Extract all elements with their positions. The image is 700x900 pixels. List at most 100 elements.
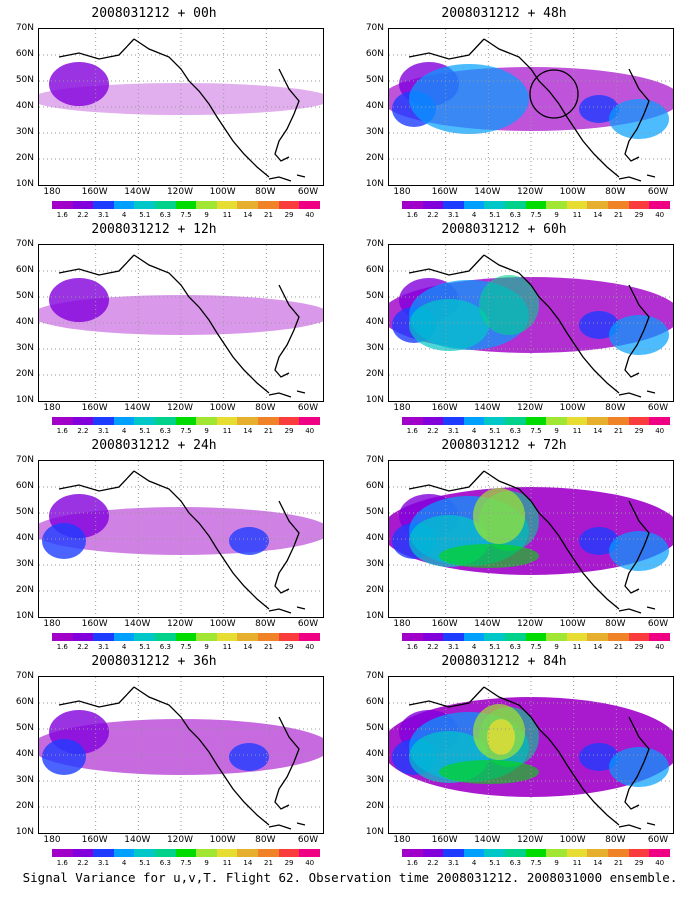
colorbar-swatch [608, 201, 629, 209]
coastline [58, 254, 135, 276]
colorbar-swatch [93, 201, 114, 209]
colorbar-swatch [422, 201, 444, 209]
panel-title: 2008031212 + 48h [441, 6, 567, 21]
latitude-label: 10N [15, 179, 34, 189]
colorbar-swatch [93, 849, 114, 857]
colorbar-swatch [134, 633, 156, 641]
colorbar-swatch [196, 201, 217, 209]
colorbar-label: 29 [634, 211, 644, 219]
colorbar-label: 7.5 [180, 427, 192, 435]
coastline [58, 470, 135, 492]
colorbar-label: 4 [471, 859, 477, 867]
colorbar-label: 2.2 [77, 859, 89, 867]
colorbar-swatch [649, 633, 670, 641]
colorbar-label: 21 [263, 643, 273, 651]
colorbar-swatch [443, 633, 464, 641]
coastline [58, 38, 135, 60]
map-plot-area [38, 28, 324, 186]
coastline [408, 470, 485, 492]
colorbar-swatch [628, 201, 650, 209]
colorbar-label: 3.1 [447, 643, 460, 651]
longitude-label: 60W [647, 835, 669, 845]
colorbar-label: 29 [634, 643, 644, 651]
latitude-label: 30N [365, 775, 384, 785]
map-panel: 2008031212 + 00h 70N 60N 50N 40N 30N 20N 10N 180… [4, 6, 324, 219]
map-panel: 2008031212 + 48h 70N 60N 50N 40N 30N 20N 10N 180… [354, 6, 674, 219]
colorbar-swatch [422, 417, 444, 425]
colorbar-swatch [587, 201, 609, 209]
colorbar-swatch [505, 417, 526, 425]
latitude-label: 70N [15, 23, 34, 33]
colorbar-label: 21 [263, 859, 273, 867]
colorbar-label: 6.3 [159, 211, 171, 219]
colorbar-label: 3.1 [97, 859, 110, 867]
colorbar-label: 2.2 [427, 643, 439, 651]
colorbar-swatch [216, 201, 238, 209]
colorbar-label: 1.6 [406, 427, 418, 435]
colorbar-swatch [649, 417, 670, 425]
colorbar-label: 11 [222, 859, 232, 867]
coastline [133, 470, 270, 610]
longitude-label: 100W [559, 403, 586, 413]
longitude-label: 180 [393, 187, 411, 197]
latitude-label: 50N [365, 507, 384, 517]
colorbar-label: 1.6 [56, 859, 68, 867]
colorbar-label: 4 [471, 427, 477, 435]
colorbar-label: 4 [471, 643, 477, 651]
longitude-label: 140W [474, 403, 501, 413]
longitude-label: 160W [431, 835, 458, 845]
colorbar-label: 4 [121, 859, 127, 867]
colorbar-label: 7.5 [530, 211, 542, 219]
colorbar-label: 1.6 [406, 643, 418, 651]
colorbar-label: 14 [593, 643, 603, 651]
latitude-label: 40N [15, 749, 34, 759]
latitude-label: 70N [15, 239, 34, 249]
colorbar-swatch [463, 201, 485, 209]
colorbar-label: 6.3 [509, 643, 521, 651]
colorbar-swatch [525, 201, 547, 209]
longitude-label: 120W [166, 187, 194, 197]
colorbar-swatch [546, 417, 567, 425]
colorbar-labels: 1.6 2.2 3.1 4 5.1 6.3 7.5 9 11 14 21 29 40 [52, 427, 320, 437]
colorbar-swatch [216, 633, 238, 641]
latitude-label: 60N [15, 49, 34, 59]
variance-field [389, 245, 673, 401]
colorbar-swatch [505, 849, 526, 857]
colorbar-swatch [72, 849, 94, 857]
colorbar-label: 3.1 [447, 859, 460, 867]
coastline [618, 606, 656, 614]
latitude-label: 50N [365, 291, 384, 301]
colorbar-label: 7.5 [180, 859, 192, 867]
colorbar-label: 11 [222, 427, 232, 435]
colorbar-swatch [649, 849, 670, 857]
latitude-label: 30N [15, 127, 34, 137]
colorbar-label: 29 [284, 427, 294, 435]
colorbar-label: 5.1 [489, 643, 501, 651]
colorbar-swatch [52, 633, 73, 641]
longitude-label: 160W [431, 403, 458, 413]
longitude-label: 60W [297, 835, 319, 845]
colorbar-swatch [113, 849, 135, 857]
colorbar-label: 40 [305, 211, 315, 219]
latitude-label: 70N [365, 239, 384, 249]
colorbar-swatch [52, 201, 73, 209]
colorbar-swatch [649, 201, 670, 209]
colorbar-labels: 1.6 2.2 3.1 4 5.1 6.3 7.5 9 11 14 21 29 40 [402, 211, 670, 221]
variance-field [39, 245, 323, 401]
panel-title: 2008031212 + 60h [441, 222, 567, 237]
map-panel: 2008031212 + 12h 70N 60N 50N 40N 30N 20N 10N 180… [4, 222, 324, 435]
coastline [618, 822, 656, 830]
colorbar-swatch [628, 633, 650, 641]
colorbar-label: 40 [305, 859, 315, 867]
colorbar-swatch [175, 417, 197, 425]
longitude-label: 180 [393, 835, 411, 845]
coastline [268, 390, 306, 398]
longitude-label: 100W [559, 619, 586, 629]
colorbar-swatch [72, 417, 94, 425]
panel-title: 2008031212 + 36h [91, 654, 217, 669]
colorbar-label: 29 [634, 859, 644, 867]
colorbar-label: 6.3 [509, 427, 521, 435]
colorbar-label: 9 [554, 211, 559, 219]
variance-field [389, 461, 673, 617]
latitude-label: 40N [365, 533, 384, 543]
